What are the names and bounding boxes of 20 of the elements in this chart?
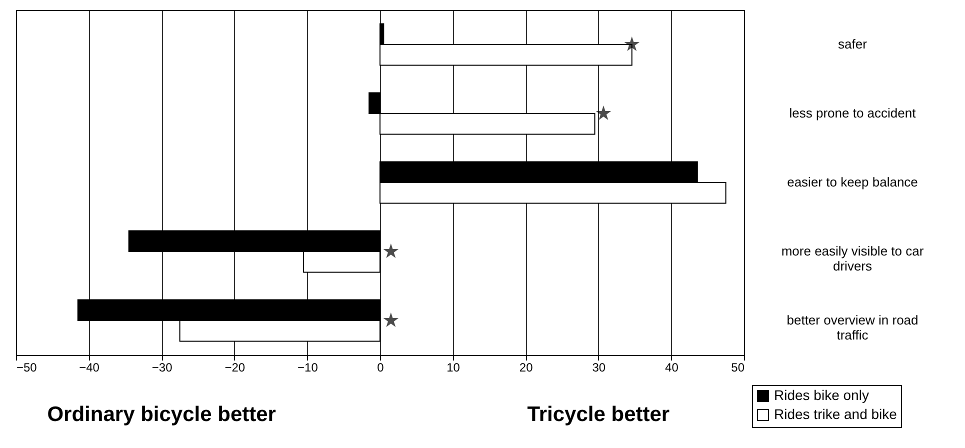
x-tick-label: 10	[446, 360, 460, 374]
x-tick-label: −30	[152, 360, 173, 374]
x-tick-label: −40	[79, 360, 100, 374]
y-tick-label: easier to keep balance	[787, 174, 918, 190]
x-tick-label: 20	[519, 360, 534, 374]
x-tick-label: −50	[16, 360, 38, 374]
legend-label: Rides trike and bike	[774, 406, 898, 422]
x-tick-label: −20	[224, 360, 246, 374]
x-tick-label: 40	[665, 360, 679, 374]
y-tick-label: better overview in road traffic	[786, 312, 918, 342]
legend-label: Rides bike only	[774, 387, 869, 403]
x-tick-label: 50	[731, 360, 745, 374]
y-tick-label: safer	[838, 36, 868, 52]
x-tick-label: 0	[377, 360, 384, 374]
text: Ordinary bicycle better	[47, 403, 276, 426]
x-tick-label: 30	[592, 360, 606, 374]
y-tick-label: more easily visible to car drivers	[781, 244, 924, 274]
text: Tricycle better	[527, 403, 670, 426]
y-tick-label: less prone to accident	[789, 106, 916, 120]
x-tick-label: −10	[298, 360, 318, 374]
